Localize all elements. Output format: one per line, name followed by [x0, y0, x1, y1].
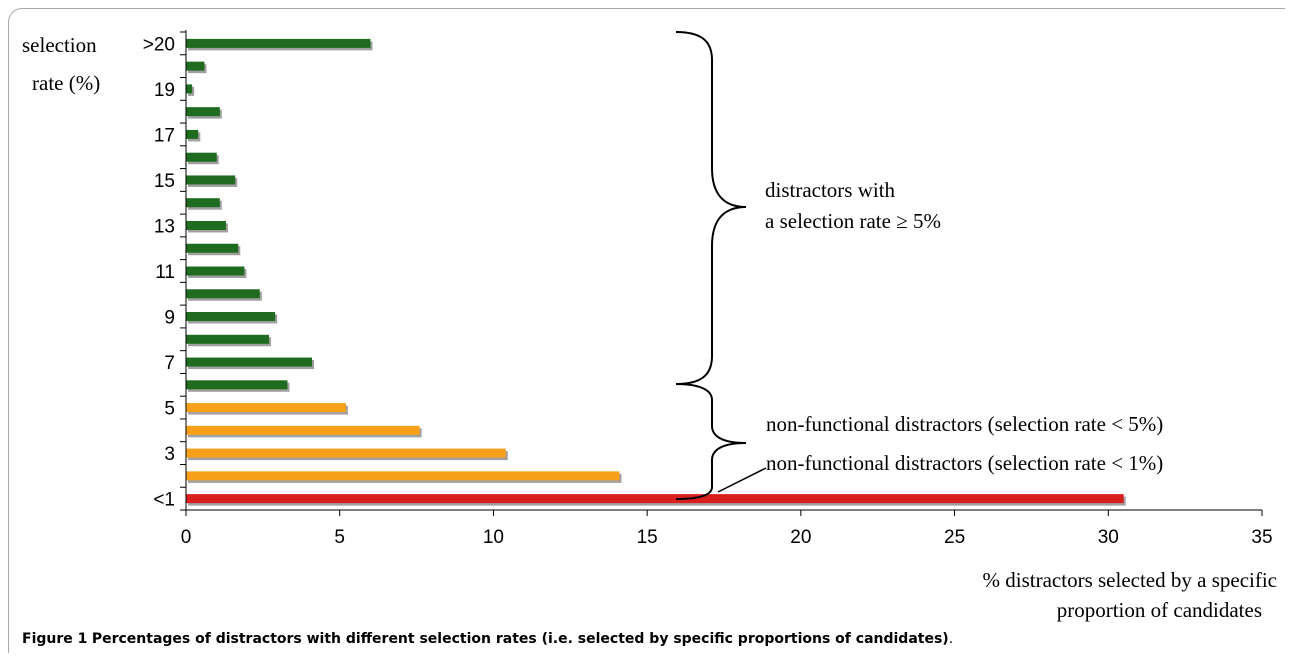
x-tick-label: 20 — [790, 527, 811, 548]
y-tick-label: 3 — [164, 444, 175, 465]
y-tick-labels: >20 19 17 15 13 11 9 7 5 3 <1 — [143, 34, 175, 510]
bar — [186, 494, 1124, 504]
y-tick-label: 15 — [154, 171, 175, 192]
figure-frame — [8, 8, 1285, 653]
caption-label: Figure 1 — [22, 631, 88, 647]
bar — [186, 312, 276, 322]
bar — [186, 198, 220, 208]
bar — [186, 289, 260, 299]
red-group-label: non-functional distractors (selection ra… — [766, 451, 1163, 475]
bar — [186, 107, 220, 117]
bar — [186, 380, 288, 390]
y-tick-label: 19 — [154, 80, 175, 101]
bar — [186, 266, 245, 276]
green-group-label-line2: a selection rate ≥ 5% — [765, 209, 941, 233]
orange-group-brace — [675, 383, 747, 500]
bar-chart: >20 19 17 15 13 11 9 7 5 3 <1 0 5 10 15 20 25 30 35 selec… — [22, 30, 1277, 622]
bar — [186, 220, 226, 230]
y-tick-label: 7 — [164, 353, 175, 374]
caption-text: Percentages of distractors with differen… — [91, 631, 949, 647]
bar — [186, 357, 313, 367]
bar — [186, 38, 371, 48]
orange-group-label: non-functional distractors (selection ra… — [766, 412, 1163, 436]
bar — [186, 403, 346, 413]
y-tick-label: 11 — [155, 262, 175, 283]
x-axis-label-line2: proportion of candidates — [1057, 598, 1262, 622]
bars — [186, 38, 1124, 504]
bar — [186, 84, 193, 94]
green-group-label-line1: distractors with — [765, 178, 896, 202]
bar — [186, 61, 205, 71]
bar — [186, 243, 239, 253]
x-tick-label: 5 — [334, 527, 345, 548]
bar — [186, 129, 199, 139]
y-tick-label: >20 — [143, 34, 175, 55]
x-tick-label: 10 — [483, 527, 504, 548]
y-tick-label: 5 — [164, 399, 175, 420]
caption-end: . — [948, 631, 954, 647]
y-tick-label: 17 — [154, 125, 175, 146]
bar — [186, 334, 270, 344]
y-tick-label: 13 — [154, 216, 175, 237]
bar — [186, 471, 620, 481]
x-tick-label: 15 — [637, 527, 658, 548]
figure-caption: Figure 1 Percentages of distractors with… — [22, 631, 953, 647]
bar — [186, 175, 236, 185]
y-axis-label-line1: selection — [22, 33, 97, 57]
x-tick-label: 30 — [1098, 527, 1119, 548]
y-tick-label: 9 — [164, 308, 175, 329]
green-group-brace — [675, 31, 747, 385]
x-tick-label: 0 — [181, 527, 192, 548]
bar — [186, 152, 217, 162]
axes — [180, 30, 1263, 516]
x-tick-label: 35 — [1251, 527, 1272, 548]
x-tick-labels: 0 5 10 15 20 25 30 35 — [181, 527, 1273, 548]
y-tick-label: <1 — [153, 490, 175, 511]
bar — [186, 425, 420, 435]
bar — [186, 448, 506, 458]
x-tick-label: 25 — [944, 527, 965, 548]
red-group-pointer — [717, 467, 767, 493]
y-axis-label-line2: rate (%) — [32, 71, 100, 95]
x-axis-label-line1: % distractors selected by a specific — [983, 568, 1277, 592]
